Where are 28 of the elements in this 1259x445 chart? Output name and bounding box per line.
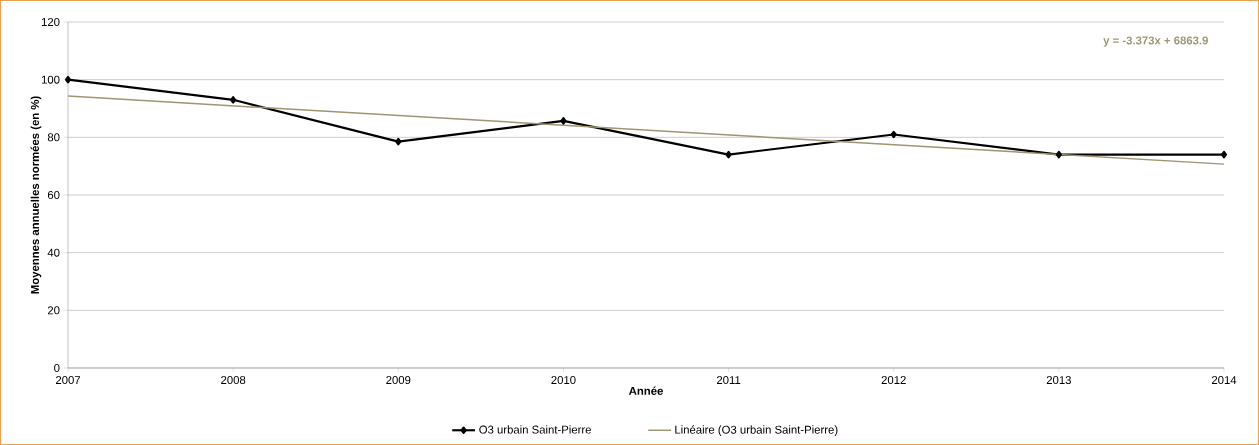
point — [725, 150, 732, 159]
y-tick-label: 100 — [41, 75, 60, 84]
legend-label: Linéaire (O3 urbain Saint-Pierre) — [675, 425, 838, 436]
x-tick-label: 2007 — [55, 376, 81, 385]
point — [64, 75, 72, 84]
y-tick-label: 120 — [41, 17, 60, 26]
legend-label: O3 urbain Saint-Pierre — [479, 425, 591, 434]
y-tick-label: 80 — [47, 133, 60, 142]
y-axis-title: Moyennes annuelles normées (en %) — [30, 96, 42, 294]
x-tick-label: 2012 — [881, 376, 906, 385]
x-tick-label: 2013 — [1046, 376, 1071, 385]
x-tick-label: 2014 — [1211, 376, 1237, 385]
y-tick-label: 40 — [47, 248, 60, 257]
point — [560, 117, 567, 125]
y-tick-label: 20 — [47, 306, 60, 315]
x-tick-label: 2009 — [386, 376, 411, 385]
annotation: y = -3.373x + 6863.9 — [1103, 36, 1208, 47]
x-axis-title: Année — [628, 386, 663, 395]
x-tick-label: 2008 — [221, 376, 246, 385]
x-tick-label: 2010 — [551, 376, 576, 385]
point — [1055, 150, 1062, 159]
point — [1220, 150, 1228, 159]
y-tick-label: 60 — [47, 190, 60, 199]
point — [230, 96, 237, 104]
point — [890, 130, 897, 139]
point — [395, 137, 402, 146]
x-tick-label: 2011 — [716, 376, 741, 385]
y-tick-label: 0 — [54, 363, 60, 372]
